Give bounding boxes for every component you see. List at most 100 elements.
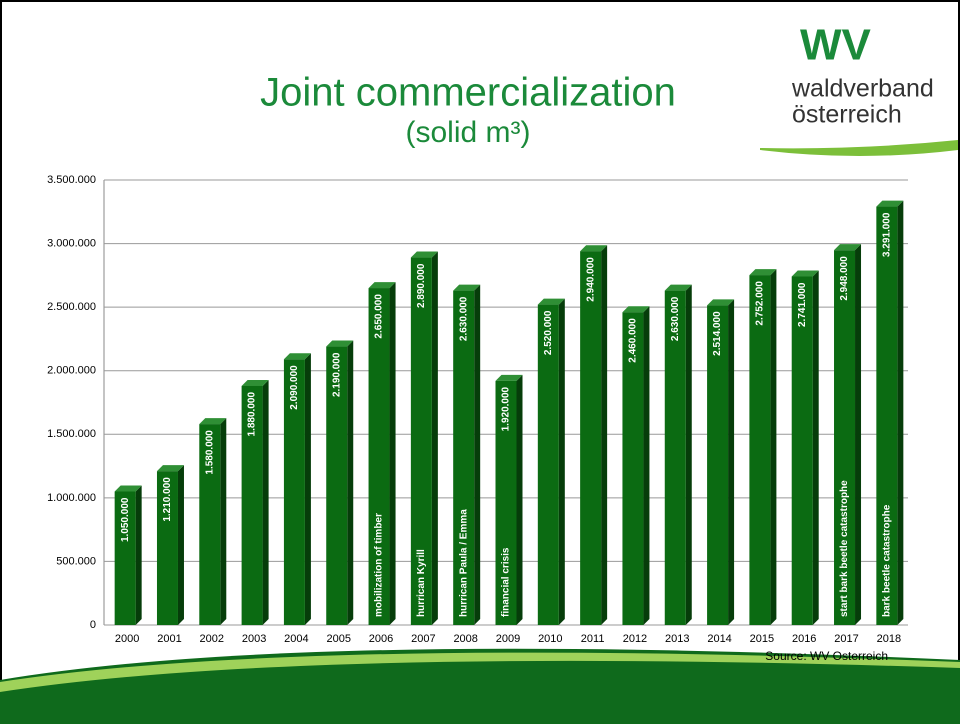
bar-top — [664, 284, 692, 291]
bar-side — [516, 374, 523, 625]
value-label: 3.291.000 — [881, 212, 892, 257]
x-tick-label: 2002 — [200, 633, 224, 645]
bar-top — [326, 340, 354, 347]
bar-side — [812, 270, 819, 625]
bar-top — [707, 299, 735, 306]
bar — [453, 290, 475, 625]
annotation: bark beetle catastrophe — [881, 504, 892, 617]
y-tick-label: 0 — [90, 619, 96, 631]
bar — [156, 471, 178, 625]
annotation: financial crisis — [501, 547, 512, 617]
bar-side — [770, 269, 777, 625]
bar-side — [601, 245, 608, 625]
bar-top — [453, 284, 481, 291]
x-tick-label: 2011 — [581, 633, 605, 645]
x-tick-label: 2009 — [496, 633, 520, 645]
x-tick-label: 2008 — [453, 633, 477, 645]
y-tick-label: 3.000.000 — [47, 237, 96, 249]
bar-side — [855, 244, 862, 625]
bar-top — [368, 282, 396, 289]
bar-top — [580, 245, 608, 252]
value-label: 1.920.000 — [501, 386, 512, 431]
x-tick-label: 2017 — [834, 633, 858, 645]
bar-side — [897, 200, 904, 625]
bar-side — [177, 465, 184, 625]
chart-subtitle: (solid m³) — [406, 116, 531, 149]
bar — [368, 288, 390, 625]
bar — [241, 385, 263, 625]
y-tick-label: 500.000 — [56, 555, 96, 567]
bar — [410, 257, 432, 625]
y-tick-label: 1.500.000 — [47, 428, 96, 440]
bar-top — [114, 485, 142, 492]
value-label: 2.650.000 — [374, 294, 385, 339]
x-tick-label: 2001 — [157, 633, 181, 645]
chart-title: Joint commercialization — [260, 71, 676, 115]
bar-side — [389, 282, 396, 625]
x-tick-label: 2013 — [665, 633, 689, 645]
value-label: 2.630.000 — [458, 296, 469, 341]
bar-top — [495, 374, 523, 381]
value-label: 2.741.000 — [797, 282, 808, 327]
value-label: 2.890.000 — [416, 263, 427, 308]
bar — [283, 359, 305, 625]
bar — [876, 206, 898, 625]
x-tick-label: 2004 — [284, 633, 308, 645]
bar — [495, 380, 517, 625]
x-tick-label: 2005 — [326, 633, 350, 645]
value-label: 2.752.000 — [755, 281, 766, 326]
bar-top — [834, 244, 862, 251]
logo-swoosh — [760, 140, 958, 156]
bar-top — [537, 298, 565, 305]
bar — [199, 424, 221, 625]
bar-side — [135, 485, 142, 625]
annotation: mobilization of timber — [374, 513, 385, 617]
logo-line1: waldverband — [791, 75, 934, 103]
x-tick-label: 2006 — [369, 633, 393, 645]
x-tick-label: 2018 — [877, 633, 901, 645]
annotation: start bark beetle catastrophe — [839, 480, 850, 617]
y-tick-label: 3.500.000 — [47, 174, 96, 186]
bar-side — [347, 340, 354, 625]
y-tick-label: 1.000.000 — [47, 492, 96, 504]
bar — [114, 491, 136, 625]
source: Source: WV Osterreich — [765, 649, 888, 663]
logo-line2: österreich — [792, 101, 902, 129]
bar-side — [685, 284, 692, 625]
x-tick-label: 2012 — [623, 633, 647, 645]
bar-top — [622, 306, 650, 313]
x-tick-label: 2000 — [115, 633, 139, 645]
bar-side — [643, 306, 650, 625]
x-tick-label: 2010 — [538, 633, 562, 645]
value-label: 2.190.000 — [331, 352, 342, 397]
bar-top — [283, 353, 311, 360]
bar-top — [791, 270, 819, 277]
x-tick-label: 2003 — [242, 633, 266, 645]
x-tick-label: 2016 — [792, 633, 816, 645]
value-label: 2.948.000 — [839, 256, 850, 301]
swoosh-light — [0, 652, 960, 692]
bar-side — [304, 353, 311, 625]
x-tick-label: 2007 — [411, 633, 435, 645]
value-label: 1.880.000 — [247, 392, 258, 437]
x-tick-label: 2015 — [750, 633, 774, 645]
bar — [707, 305, 729, 625]
value-label: 1.210.000 — [162, 477, 173, 522]
value-label: 2.460.000 — [628, 318, 639, 363]
value-label: 2.940.000 — [585, 257, 596, 302]
bar-top — [241, 379, 269, 386]
x-tick-label: 2014 — [707, 633, 731, 645]
bar-side — [558, 298, 565, 625]
bar-side — [474, 284, 481, 625]
annotation: hurrican Kyrill — [416, 549, 427, 617]
value-label: 2.090.000 — [289, 365, 300, 410]
bar — [326, 346, 348, 625]
bar-top — [410, 251, 438, 258]
bar-side — [431, 251, 438, 626]
value-label: 2.514.000 — [712, 311, 723, 356]
logo-mark: WV — [800, 21, 872, 70]
y-tick-label: 2.500.000 — [47, 301, 96, 313]
value-label: 2.630.000 — [670, 296, 681, 341]
bar — [622, 312, 644, 625]
